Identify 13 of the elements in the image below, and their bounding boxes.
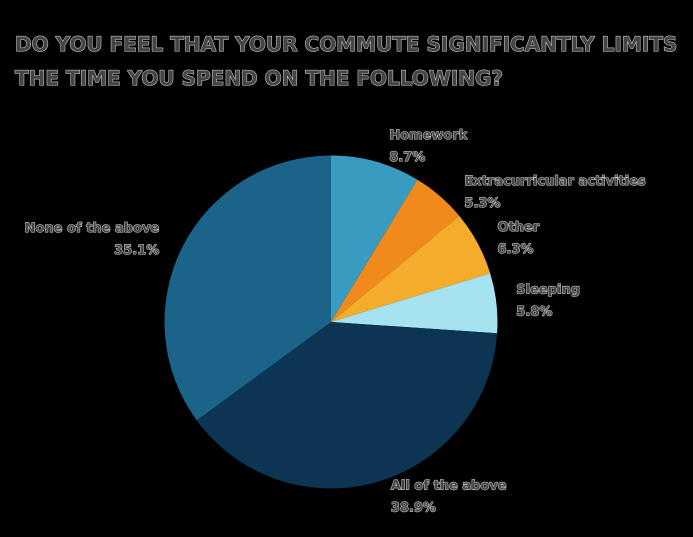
data-label: 38.9% — [390, 500, 436, 516]
chart-title: DO YOU FEEL THAT YOUR COMMUTE SIGNIFICANTLY LIMITS THE TIME YOU SPEND ON THE FOLLOWING? — [15, 32, 684, 90]
slice-label: All of the above — [390, 478, 507, 494]
data-label: 35.1% — [114, 242, 160, 258]
data-label: 6.3% — [497, 242, 534, 257]
slice-label: Extracurricular activities — [464, 174, 646, 189]
slice-label: None of the above — [24, 220, 160, 236]
data-label: 8.7% — [389, 150, 426, 165]
slice-label: Other — [497, 220, 540, 235]
data-label: 5.8% — [516, 304, 552, 320]
data-label: 5.3% — [464, 196, 500, 211]
slice-label: Homework — [389, 128, 468, 143]
slice-label: Sleeping — [516, 282, 580, 298]
